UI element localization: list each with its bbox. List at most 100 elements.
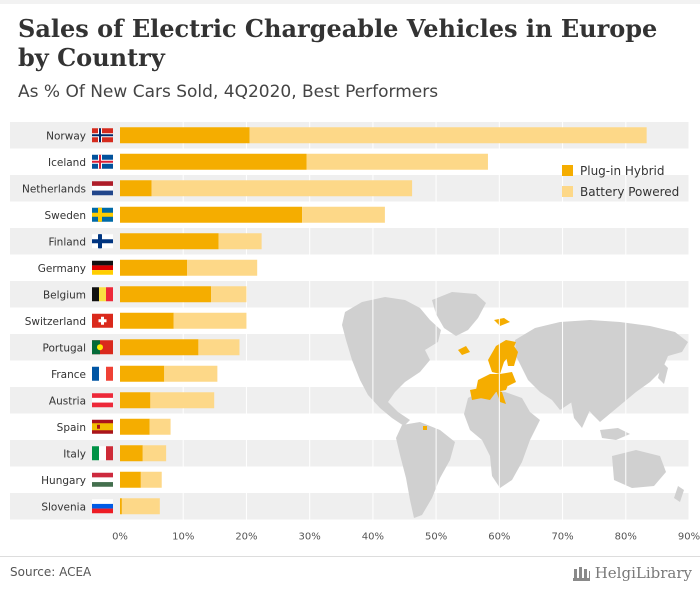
bar-portugal-plug-in-hybrid (120, 339, 199, 356)
chart-title: Sales of Electric Chargeable Vehicles in… (18, 14, 658, 72)
bar-slovenia-plug-in-hybrid (120, 498, 122, 515)
x-tick-label: 0% (112, 532, 128, 543)
map-finland (506, 346, 518, 366)
map-caribbean-dot (423, 426, 427, 430)
belgium-flag (92, 287, 113, 302)
map-iceland (458, 346, 470, 355)
slovenia-flag (92, 499, 113, 514)
x-tick-label: 40% (362, 532, 384, 543)
iceland-flag (92, 154, 113, 169)
spain-flag (92, 419, 113, 434)
sweden-flag (92, 207, 113, 222)
map-italy (496, 390, 506, 404)
category-label-sweden: Sweden (45, 210, 87, 222)
map-south-america (396, 422, 455, 518)
x-tick-label: 80% (615, 532, 637, 543)
bar-france-battery-powered (164, 365, 218, 382)
germany-flag (92, 260, 113, 275)
x-tick-label: 60% (488, 532, 510, 543)
brand[interactable]: HelgiLibrary (572, 561, 692, 585)
france-flag (92, 366, 113, 381)
austria-flag (92, 393, 113, 408)
map-scandinavia (488, 340, 516, 374)
category-label-italy: Italy (63, 448, 86, 460)
chart-area: Norway Iceland Netherlands Sweden Finland Ger… (10, 122, 700, 543)
bar-switzerland-battery-powered (173, 312, 247, 329)
map-europe-highlight (458, 318, 518, 404)
bar-austria-plug-in-hybrid (120, 392, 151, 409)
bar-portugal-battery-powered (198, 339, 240, 356)
norway-flag (92, 128, 113, 143)
category-label-switzerland: Switzerland (25, 316, 86, 328)
source-note: Source: ACEA (10, 565, 92, 579)
bar-sweden-battery-powered (302, 206, 385, 223)
map-australia (612, 450, 666, 488)
bar-norway-plug-in-hybrid (120, 127, 250, 144)
x-tick-labels: 0% 10% 20% 30% 40% 50% 60% 70% 80% 90% (112, 532, 700, 543)
switzerland-flag (92, 313, 113, 328)
x-tick-label: 70% (551, 532, 573, 543)
hungary-flag (92, 472, 113, 487)
footer-rule (0, 556, 700, 557)
bar-switzerland-plug-in-hybrid (120, 312, 174, 329)
map-africa (464, 390, 540, 488)
legend: Plug-in Hybrid Battery Powered (562, 160, 679, 202)
flags (92, 128, 113, 514)
bar-iceland-plug-in-hybrid (120, 153, 307, 170)
bar-france-plug-in-hybrid (120, 365, 165, 382)
netherlands-flag (92, 181, 113, 196)
bar-iceland-battery-powered (306, 153, 488, 170)
map-western-europe (476, 374, 510, 400)
x-tick-label: 90% (678, 532, 700, 543)
map-india (570, 396, 590, 428)
bar-spain-battery-powered (149, 418, 171, 435)
bar-germany-plug-in-hybrid (120, 259, 188, 276)
bar-austria-battery-powered (150, 392, 215, 409)
bar-netherlands-plug-in-hybrid (120, 180, 152, 197)
category-label-france: France (51, 369, 86, 381)
legend-label-battery-powered: Battery Powered (580, 184, 680, 199)
x-tick-label: 10% (172, 532, 194, 543)
world-map (342, 292, 688, 518)
category-label-iceland: Iceland (48, 157, 86, 169)
map-svalbard (494, 318, 510, 326)
legend-label-plugin-hybrid: Plug-in Hybrid (580, 163, 665, 178)
x-tick-label: 20% (235, 532, 257, 543)
italy-flag (92, 446, 113, 461)
bars (120, 127, 647, 515)
category-label-austria: Austria (49, 395, 86, 407)
map-japan (658, 362, 668, 384)
bar-norway-battery-powered (249, 127, 647, 144)
map-greenland (432, 292, 486, 336)
brand-name: HelgiLibrary (594, 564, 692, 582)
legend-swatch-plugin-hybrid (562, 165, 573, 176)
bar-finland-plug-in-hybrid (120, 233, 219, 250)
bar-germany-battery-powered (187, 259, 258, 276)
bar-slovenia-battery-powered (121, 498, 160, 515)
bar-netherlands-battery-powered (151, 180, 413, 197)
category-label-belgium: Belgium (43, 289, 86, 301)
x-tick-label: 50% (425, 532, 447, 543)
category-label-norway: Norway (46, 130, 86, 142)
bar-hungary-battery-powered (140, 471, 162, 488)
map-asia (515, 320, 688, 422)
bar-italy-battery-powered (142, 445, 167, 462)
category-label-portugal: Portugal (43, 342, 87, 354)
bar-belgium-battery-powered (211, 286, 247, 303)
bar-italy-plug-in-hybrid (120, 445, 143, 462)
legend-item-battery-powered[interactable]: Battery Powered (562, 181, 679, 202)
bar-hungary-plug-in-hybrid (120, 471, 141, 488)
category-label-germany: Germany (38, 263, 86, 275)
portugal-flag (92, 340, 113, 355)
legend-item-plugin-hybrid[interactable]: Plug-in Hybrid (562, 160, 679, 181)
category-label-netherlands: Netherlands (22, 183, 86, 195)
chart-subtitle: As % Of New Cars Sold, 4Q2020, Best Perf… (18, 82, 439, 102)
bar-spain-plug-in-hybrid (120, 418, 150, 435)
map-central-europe (500, 372, 516, 386)
x-tick-label: 30% (299, 532, 321, 543)
category-label-finland: Finland (48, 236, 86, 248)
finland-flag (92, 234, 113, 249)
category-label-spain: Spain (57, 422, 86, 434)
map-new-zealand (674, 486, 684, 502)
bar-belgium-plug-in-hybrid (120, 286, 212, 303)
